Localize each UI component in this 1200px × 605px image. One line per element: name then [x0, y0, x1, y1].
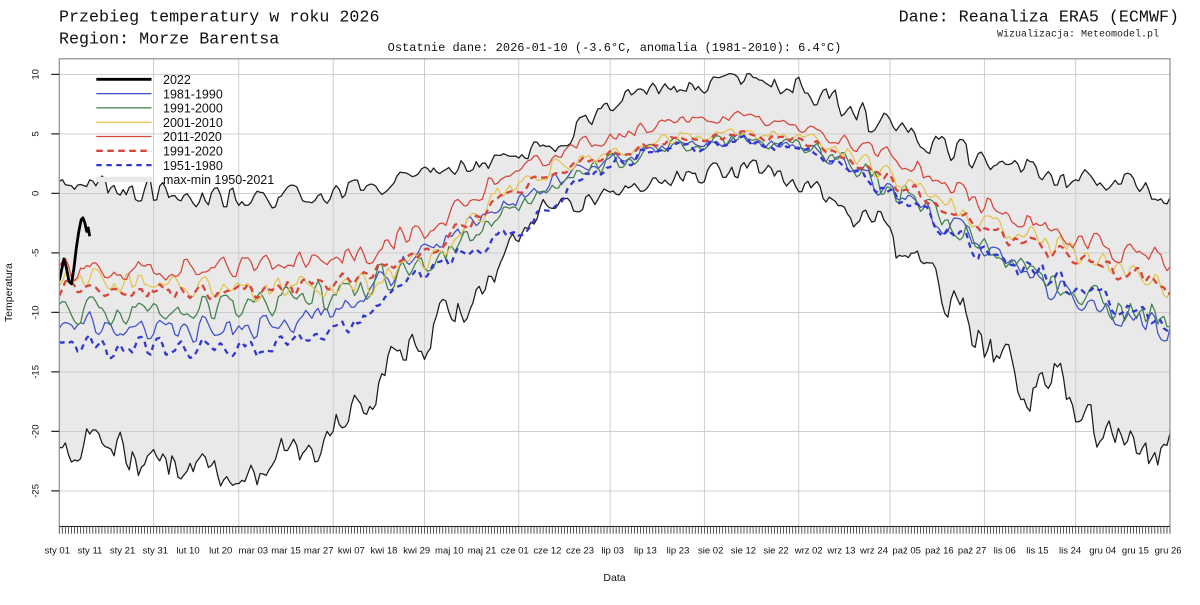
svg-text:lis 06: lis 06 [994, 546, 1016, 557]
svg-text:cze 12: cze 12 [533, 546, 561, 557]
svg-text:wrz 02: wrz 02 [794, 546, 823, 557]
svg-text:maj 21: maj 21 [468, 546, 497, 557]
svg-text:sty 11: sty 11 [78, 546, 103, 557]
svg-text:kwi 07: kwi 07 [338, 546, 365, 557]
svg-text:sty 31: sty 31 [143, 546, 168, 557]
svg-text:Region: Morze Barentsa: Region: Morze Barentsa [59, 31, 279, 50]
svg-text:lis 15: lis 15 [1026, 546, 1048, 557]
svg-text:lip 03: lip 03 [601, 546, 624, 557]
svg-text:10: 10 [31, 69, 42, 80]
svg-text:sie 22: sie 22 [763, 546, 788, 557]
svg-text:lip 23: lip 23 [667, 546, 690, 557]
svg-text:0: 0 [31, 191, 42, 196]
svg-text:lip 13: lip 13 [634, 546, 657, 557]
svg-text:1991-2000: 1991-2000 [163, 102, 223, 116]
svg-text:wrz 13: wrz 13 [826, 546, 855, 557]
svg-text:2022: 2022 [163, 73, 191, 87]
svg-text:kwi 18: kwi 18 [371, 546, 398, 557]
svg-text:gru 15: gru 15 [1122, 546, 1149, 557]
svg-text:-20: -20 [31, 425, 42, 439]
svg-text:gru 26: gru 26 [1155, 546, 1182, 557]
svg-text:lut 20: lut 20 [209, 546, 232, 557]
svg-text:mar 03: mar 03 [239, 546, 269, 557]
svg-text:Ostatnie dane: 2026-01-10 (-3.: Ostatnie dane: 2026-01-10 (-3.6°C, anoma… [388, 41, 842, 55]
svg-text:5: 5 [31, 131, 42, 136]
svg-text:2011-2020: 2011-2020 [163, 130, 222, 144]
svg-text:lut 10: lut 10 [176, 546, 199, 557]
svg-text:paź 05: paź 05 [892, 546, 921, 557]
svg-text:kwi 29: kwi 29 [403, 546, 430, 557]
svg-text:gru 04: gru 04 [1089, 546, 1116, 557]
svg-text:-25: -25 [31, 484, 42, 498]
svg-text:Temperatura: Temperatura [3, 263, 15, 322]
svg-text:mar 27: mar 27 [304, 546, 334, 557]
svg-text:Data: Data [603, 572, 625, 584]
svg-text:cze 01: cze 01 [501, 546, 529, 557]
svg-text:max-min 1950-2021: max-min 1950-2021 [163, 173, 274, 187]
svg-text:Dane: Reanaliza ERA5 (ECMWF): Dane: Reanaliza ERA5 (ECMWF) [899, 9, 1179, 28]
svg-text:Przebieg temperatury w roku 20: Przebieg temperatury w roku 2026 [59, 9, 379, 28]
svg-text:paź 27: paź 27 [958, 546, 987, 557]
svg-text:cze 23: cze 23 [566, 546, 594, 557]
svg-text:lis 24: lis 24 [1059, 546, 1081, 557]
svg-text:Wizualizacja: Meteomodel.pl: Wizualizacja: Meteomodel.pl [997, 29, 1159, 41]
svg-text:sty 01: sty 01 [45, 546, 70, 557]
svg-text:2001-2010: 2001-2010 [163, 116, 223, 130]
svg-text:wrz 24: wrz 24 [859, 546, 888, 557]
svg-text:maj 10: maj 10 [435, 546, 464, 557]
svg-text:sie 12: sie 12 [731, 546, 756, 557]
svg-text:1951-1980: 1951-1980 [163, 159, 223, 173]
svg-text:paź 16: paź 16 [925, 546, 954, 557]
svg-text:sie 02: sie 02 [698, 546, 723, 557]
svg-text:-5: -5 [31, 249, 42, 257]
svg-text:-10: -10 [31, 306, 42, 320]
svg-text:1991-2020: 1991-2020 [163, 145, 223, 159]
svg-text:mar 15: mar 15 [271, 546, 301, 557]
svg-text:sty 21: sty 21 [110, 546, 135, 557]
svg-text:-15: -15 [31, 365, 42, 379]
svg-text:1981-1990: 1981-1990 [163, 87, 223, 101]
